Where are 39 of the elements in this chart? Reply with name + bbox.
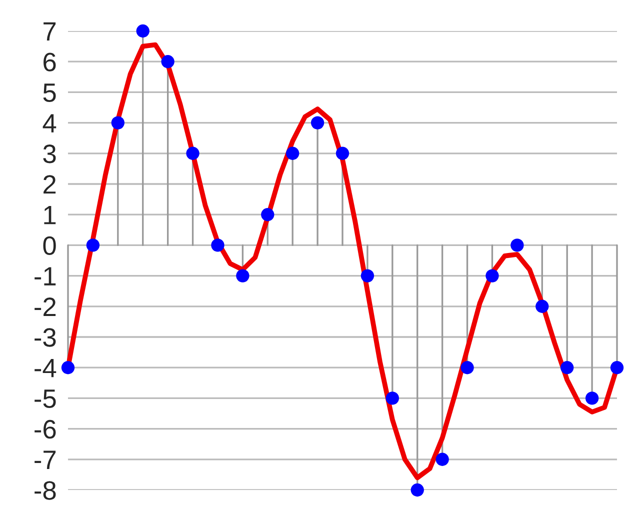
point	[486, 269, 499, 282]
y-tick-label: 6	[44, 52, 56, 72]
point	[310, 116, 324, 130]
point	[360, 269, 374, 282]
point	[186, 146, 200, 160]
y-tick-label: -3	[34, 328, 56, 347]
point	[336, 146, 350, 160]
y-tick-label: -1	[34, 267, 56, 286]
point	[211, 238, 224, 252]
point	[436, 452, 449, 466]
y-tick-label: 1	[44, 206, 56, 224]
y-tick-label: 2	[44, 175, 56, 194]
point	[460, 361, 474, 374]
y-tick-label: -6	[34, 420, 56, 439]
point	[111, 116, 124, 130]
point	[136, 24, 150, 38]
point	[86, 238, 100, 252]
point	[61, 361, 75, 374]
point	[261, 208, 274, 222]
y-tick-label: -4	[34, 359, 56, 378]
y-tick-label: 5	[43, 84, 56, 102]
y-tick-label: -5	[34, 390, 56, 408]
y-tick-label: -8	[34, 481, 56, 500]
y-tick-label: 3	[43, 144, 56, 164]
point	[410, 483, 424, 497]
point	[560, 361, 574, 374]
point	[610, 361, 624, 374]
point	[536, 300, 549, 313]
y-tick-label: -7	[34, 450, 56, 469]
point	[286, 146, 300, 160]
y-tick-label: 7	[44, 22, 56, 41]
point	[161, 55, 174, 68]
y-tick-label: -2	[34, 298, 56, 316]
point	[236, 269, 250, 282]
y-tick-label: 4	[42, 114, 56, 132]
point	[386, 392, 399, 405]
y-tick-label: 0	[43, 236, 56, 256]
point	[585, 392, 599, 405]
point	[510, 238, 524, 252]
